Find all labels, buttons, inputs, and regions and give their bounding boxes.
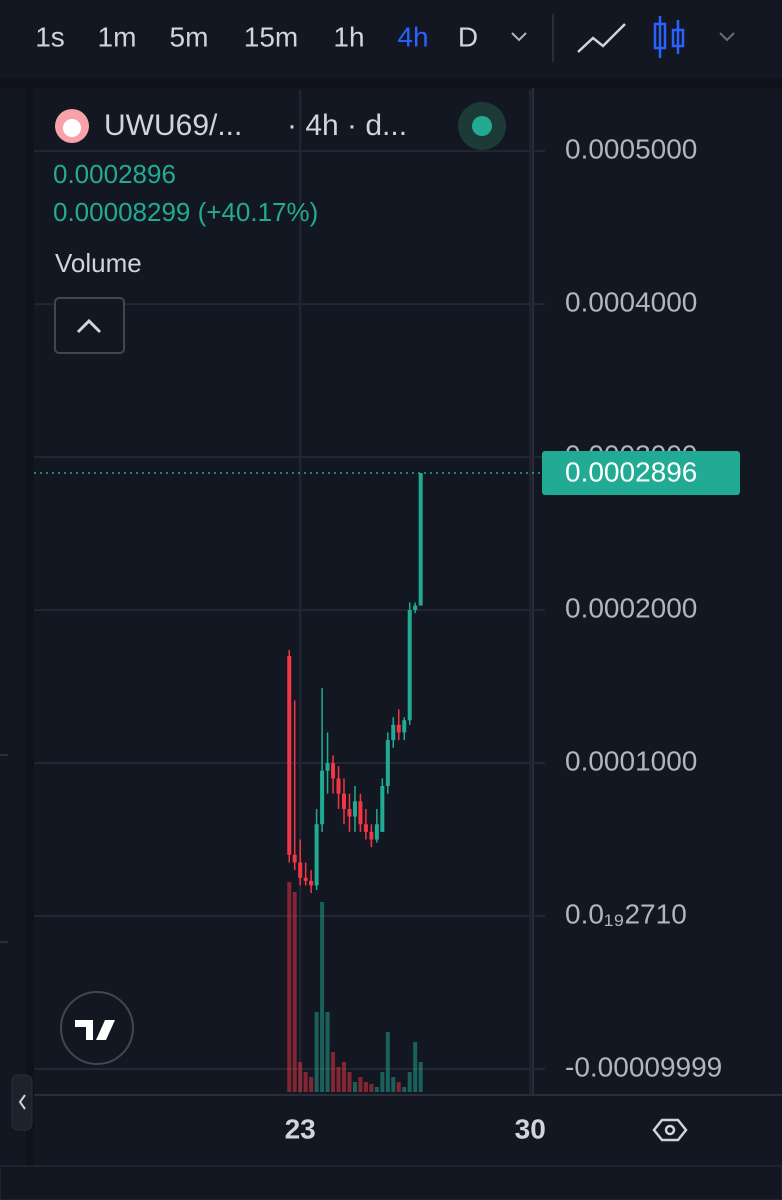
settings-icon-center (664, 1124, 676, 1136)
interval-button[interactable]: 1h (333, 21, 364, 52)
y-tick-label: 0.0002000 (565, 592, 697, 623)
candle-body (325, 763, 330, 771)
candle-body (347, 808, 352, 817)
overlay: UWU69/... · 4h · d... 0.0002896 0.000082… (53, 102, 688, 1142)
candle-body (292, 854, 297, 863)
y-tick-label: 0.0001000 (565, 745, 697, 776)
symbol-name[interactable]: UWU69/... (104, 109, 242, 142)
chart-type-dropdown[interactable] (719, 32, 735, 42)
volume-bar (347, 1072, 352, 1092)
chevron-up (76, 318, 102, 334)
bottom-panel (0, 1165, 782, 1200)
interval-button[interactable]: 15m (244, 21, 298, 52)
candle-body (303, 877, 308, 881)
x-tick-label: 23 (285, 1113, 316, 1144)
candle-chart-button[interactable] (653, 16, 685, 58)
candle-body (336, 778, 341, 794)
collapse-legend-button[interactable] (54, 297, 125, 354)
candle-body (385, 740, 390, 787)
volume-label: Volume (55, 248, 142, 278)
candle-body (402, 720, 407, 733)
line-chart-button[interactable] (577, 23, 626, 53)
volume-bar (363, 1082, 368, 1092)
volume-bar (303, 1072, 308, 1092)
candle-body (407, 610, 412, 721)
volume-bar (336, 1067, 341, 1092)
x-tick-label: 30 (515, 1113, 546, 1144)
last-price-label: 0.0002896 (565, 456, 697, 487)
volume-bar (396, 1082, 401, 1092)
candle-body (341, 793, 346, 809)
candle-body (352, 801, 357, 817)
settings-button[interactable] (652, 1118, 688, 1142)
volume-bar (391, 1077, 396, 1092)
candle-body (396, 724, 401, 733)
volume-bar (407, 1072, 412, 1092)
volume-bar (341, 1062, 346, 1092)
volume-bar (374, 1087, 379, 1092)
candle-body (331, 763, 336, 779)
candle-body (320, 770, 325, 825)
y-tick-label: 0.0₁₉2710 (565, 898, 687, 929)
volume-bar (314, 1012, 319, 1092)
plot-area (34, 90, 545, 1095)
last-price: 0.0002896 (53, 159, 176, 189)
toolbar (0, 0, 782, 78)
candle-body (309, 880, 314, 886)
volume-bar (413, 1042, 418, 1092)
tv-logo[interactable] (60, 991, 134, 1065)
volume-bar (352, 1082, 357, 1092)
volume-bar (309, 1077, 314, 1092)
y-tick-label: 0.0005000 (565, 134, 697, 165)
last-price-badge (542, 451, 740, 496)
candle-body (358, 801, 363, 825)
volume-bar (298, 1062, 303, 1092)
candle-body (374, 824, 379, 840)
candle-body (298, 862, 303, 878)
candle-body (287, 655, 292, 855)
volume-bar (402, 1087, 407, 1092)
side-panel (0, 88, 26, 1200)
candle-body (369, 831, 374, 840)
volume-bar (380, 1072, 385, 1092)
volume-bar (385, 1032, 390, 1092)
interval-button[interactable]: 5m (170, 21, 209, 52)
interval-button[interactable]: 1m (98, 21, 137, 52)
interval-button[interactable]: 4h (397, 21, 428, 52)
interval-button[interactable]: D (458, 21, 478, 52)
status-dot (472, 116, 492, 136)
candle-body (391, 724, 396, 741)
candle-body (363, 824, 368, 832)
y-tick-label: 0.0004000 (565, 287, 697, 318)
volume-bar (325, 1012, 330, 1092)
volume-bar (331, 1052, 336, 1092)
volume-bar (320, 902, 325, 1092)
tv-logo-mark (75, 1020, 115, 1040)
volume-bar (358, 1077, 363, 1092)
interval-dropdown[interactable] (511, 32, 527, 42)
volume-bar (287, 882, 292, 1092)
price-change: 0.00008299 (+40.17%) (53, 197, 318, 227)
y-tick-label: -0.00009999 (565, 1051, 722, 1082)
candle-body (314, 824, 319, 886)
collapse-icon (18, 1094, 26, 1110)
volume-bar (418, 1062, 423, 1092)
symbol-avatar-face (63, 119, 81, 137)
candle-body (418, 473, 423, 606)
volume-bar (369, 1084, 374, 1092)
interval-button[interactable]: 1s (35, 21, 65, 52)
candle-body (413, 605, 418, 611)
candle-body (380, 786, 385, 832)
volume-bar (292, 892, 297, 1092)
symbol-meta: · 4h · d... (287, 109, 407, 142)
collapse-side-button[interactable] (11, 1074, 33, 1131)
